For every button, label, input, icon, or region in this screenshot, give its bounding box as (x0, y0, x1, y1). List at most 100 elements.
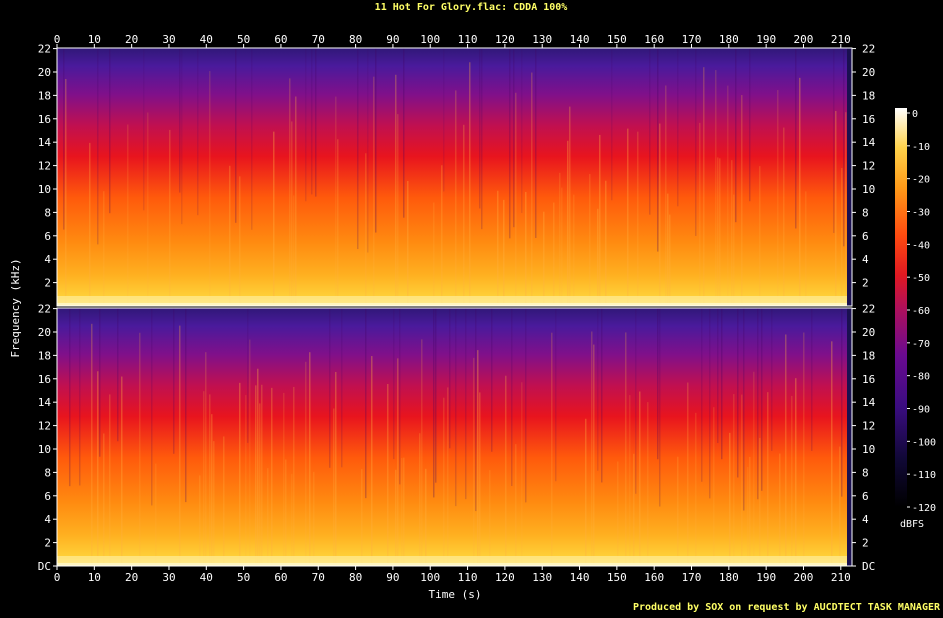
colorbar-tick-label: 0 (912, 109, 918, 120)
x-tick-bottom-label: 200 (794, 571, 814, 584)
footer-credit: Produced by SOX on request by AUCDTECT T… (633, 602, 941, 613)
y-tick-left-label: DC (38, 560, 51, 573)
x-tick-bottom-label: 80 (349, 571, 362, 584)
y-tick-left-label: 2 (44, 277, 51, 290)
y-tick-left-label: 10 (38, 183, 51, 196)
x-tick-top-label: 200 (794, 33, 814, 46)
x-tick-top-label: 0 (54, 33, 61, 46)
x-tick-bottom-label: 160 (644, 571, 664, 584)
y-tick-left-label: 20 (38, 66, 51, 79)
x-tick-top-label: 70 (312, 33, 325, 46)
y-tick-right-label: DC (862, 560, 875, 573)
x-tick-bottom-label: 30 (162, 571, 175, 584)
y-tick-right-label: 6 (862, 230, 869, 243)
y-ticks-right: 2 4 6 8 10 12 14 16 18 20 22 DC 2 4 6 8 10 12 14 16 18 20 22 (852, 43, 876, 573)
x-tick-top-label: 100 (420, 33, 440, 46)
y-tick-left-label: 6 (44, 230, 51, 243)
x-axis-label: Time (s) (429, 588, 482, 601)
x-tick-bottom-label: 150 (607, 571, 627, 584)
x-tick-top-label: 190 (756, 33, 776, 46)
x-tick-bottom-label: 40 (200, 571, 213, 584)
x-tick-top-label: 140 (570, 33, 590, 46)
y-tick-left-label: 20 (38, 326, 51, 339)
channel-2-track-end (847, 308, 852, 566)
x-tick-top-label: 120 (495, 33, 515, 46)
x-tick-bottom-label: 90 (386, 571, 399, 584)
colorbar-tick-label: -100 (912, 437, 936, 448)
colorbar-tick-label: -60 (912, 306, 930, 317)
x-tick-top-label: 110 (458, 33, 478, 46)
spectrogram-channel-2 (57, 308, 852, 566)
colorbar-tick-label: -120 (912, 503, 936, 514)
y-tick-left-label: 2 (44, 537, 51, 550)
x-tick-top-label: 130 (532, 33, 552, 46)
y-tick-right-label: 14 (862, 396, 876, 409)
channel-1-bass-band (57, 296, 852, 306)
y-tick-right-label: 12 (862, 160, 875, 173)
channel-1-track-end (847, 48, 852, 306)
x-tick-bottom-label: 180 (719, 571, 739, 584)
x-tick-top-label: 90 (386, 33, 399, 46)
colorbar-tick-label: -40 (912, 240, 930, 251)
channel-1-dc-band (57, 303, 852, 306)
y-tick-left-label: 12 (38, 420, 51, 433)
x-tick-bottom-label: 140 (570, 571, 590, 584)
y-tick-left-label: 12 (38, 160, 51, 173)
channel-2-frame (56, 307, 853, 567)
y-tick-right-label: 20 (862, 326, 875, 339)
colorbar-tick-label: -110 (912, 470, 936, 481)
x-tick-top-label: 170 (682, 33, 702, 46)
y-tick-left-label: 4 (44, 253, 51, 266)
colorbar-tick-label: -70 (912, 339, 930, 350)
y-tick-right-label: 4 (862, 513, 869, 526)
y-tick-left-label: 14 (38, 396, 52, 409)
x-tick-bottom-label: 210 (831, 571, 851, 584)
x-tick-bottom-label: 110 (458, 571, 478, 584)
x-tick-top-label: 80 (349, 33, 362, 46)
colorbar-tick-label: -90 (912, 405, 930, 416)
y-tick-left-label: 8 (44, 206, 51, 219)
x-tick-bottom-label: 190 (756, 571, 776, 584)
chart-title: 11 Hot For Glory.flac: CDDA 100% (375, 2, 568, 13)
x-tick-bottom-label: 70 (312, 571, 325, 584)
x-tick-bottom-label: 10 (88, 571, 101, 584)
colorbar-tick-label: -10 (912, 142, 930, 153)
y-tick-right-label: 12 (862, 420, 875, 433)
colorbar-tick-label: -20 (912, 175, 930, 186)
y-tick-right-label: 14 (862, 136, 876, 149)
colorbar-ticks: 0 -10 -20 -30 -40 -50 -60 -70 -80 -90 -100 -110 -120 (907, 109, 936, 514)
spectrogram-channel-1 (57, 48, 852, 306)
x-ticks-bottom: 0 10 20 30 40 50 60 70 80 90 100 110 120 130 140 150 160… (54, 566, 851, 584)
y-tick-right-label: 22 (862, 303, 875, 316)
x-tick-top-label: 60 (274, 33, 287, 46)
colorbar-label: dBFS (900, 519, 924, 530)
colorbar-tick-label: -30 (912, 208, 930, 219)
y-tick-left-label: 4 (44, 513, 51, 526)
y-tick-left-label: 10 (38, 443, 51, 456)
x-tick-top-label: 50 (237, 33, 250, 46)
y-tick-right-label: 20 (862, 66, 875, 79)
x-tick-bottom-label: 170 (682, 571, 702, 584)
x-tick-bottom-label: 0 (54, 571, 61, 584)
y-tick-left-label: 6 (44, 490, 51, 503)
x-tick-top-label: 10 (88, 33, 101, 46)
y-tick-right-label: 2 (862, 537, 869, 550)
y-tick-right-label: 16 (862, 373, 875, 386)
y-tick-left-label: 14 (38, 136, 52, 149)
channel-1-texture (63, 48, 853, 307)
y-tick-left-label: 18 (38, 89, 51, 102)
channel-2-bass-band (57, 556, 852, 566)
y-ticks-left: 2 4 6 8 10 12 14 16 18 20 22 DC 2 4 6 8 10 12 14 16 18 20 22 (38, 43, 57, 573)
y-tick-right-label: 8 (862, 466, 869, 479)
y-tick-left-label: 22 (38, 43, 51, 56)
spectrogram-panels (56, 47, 853, 567)
y-tick-right-label: 4 (862, 253, 869, 266)
x-tick-top-label: 160 (644, 33, 664, 46)
x-tick-bottom-label: 20 (125, 571, 138, 584)
y-tick-right-label: 2 (862, 277, 869, 290)
y-tick-right-label: 18 (862, 89, 875, 102)
channel-1-frame (56, 47, 853, 307)
y-tick-left-label: 16 (38, 373, 51, 386)
